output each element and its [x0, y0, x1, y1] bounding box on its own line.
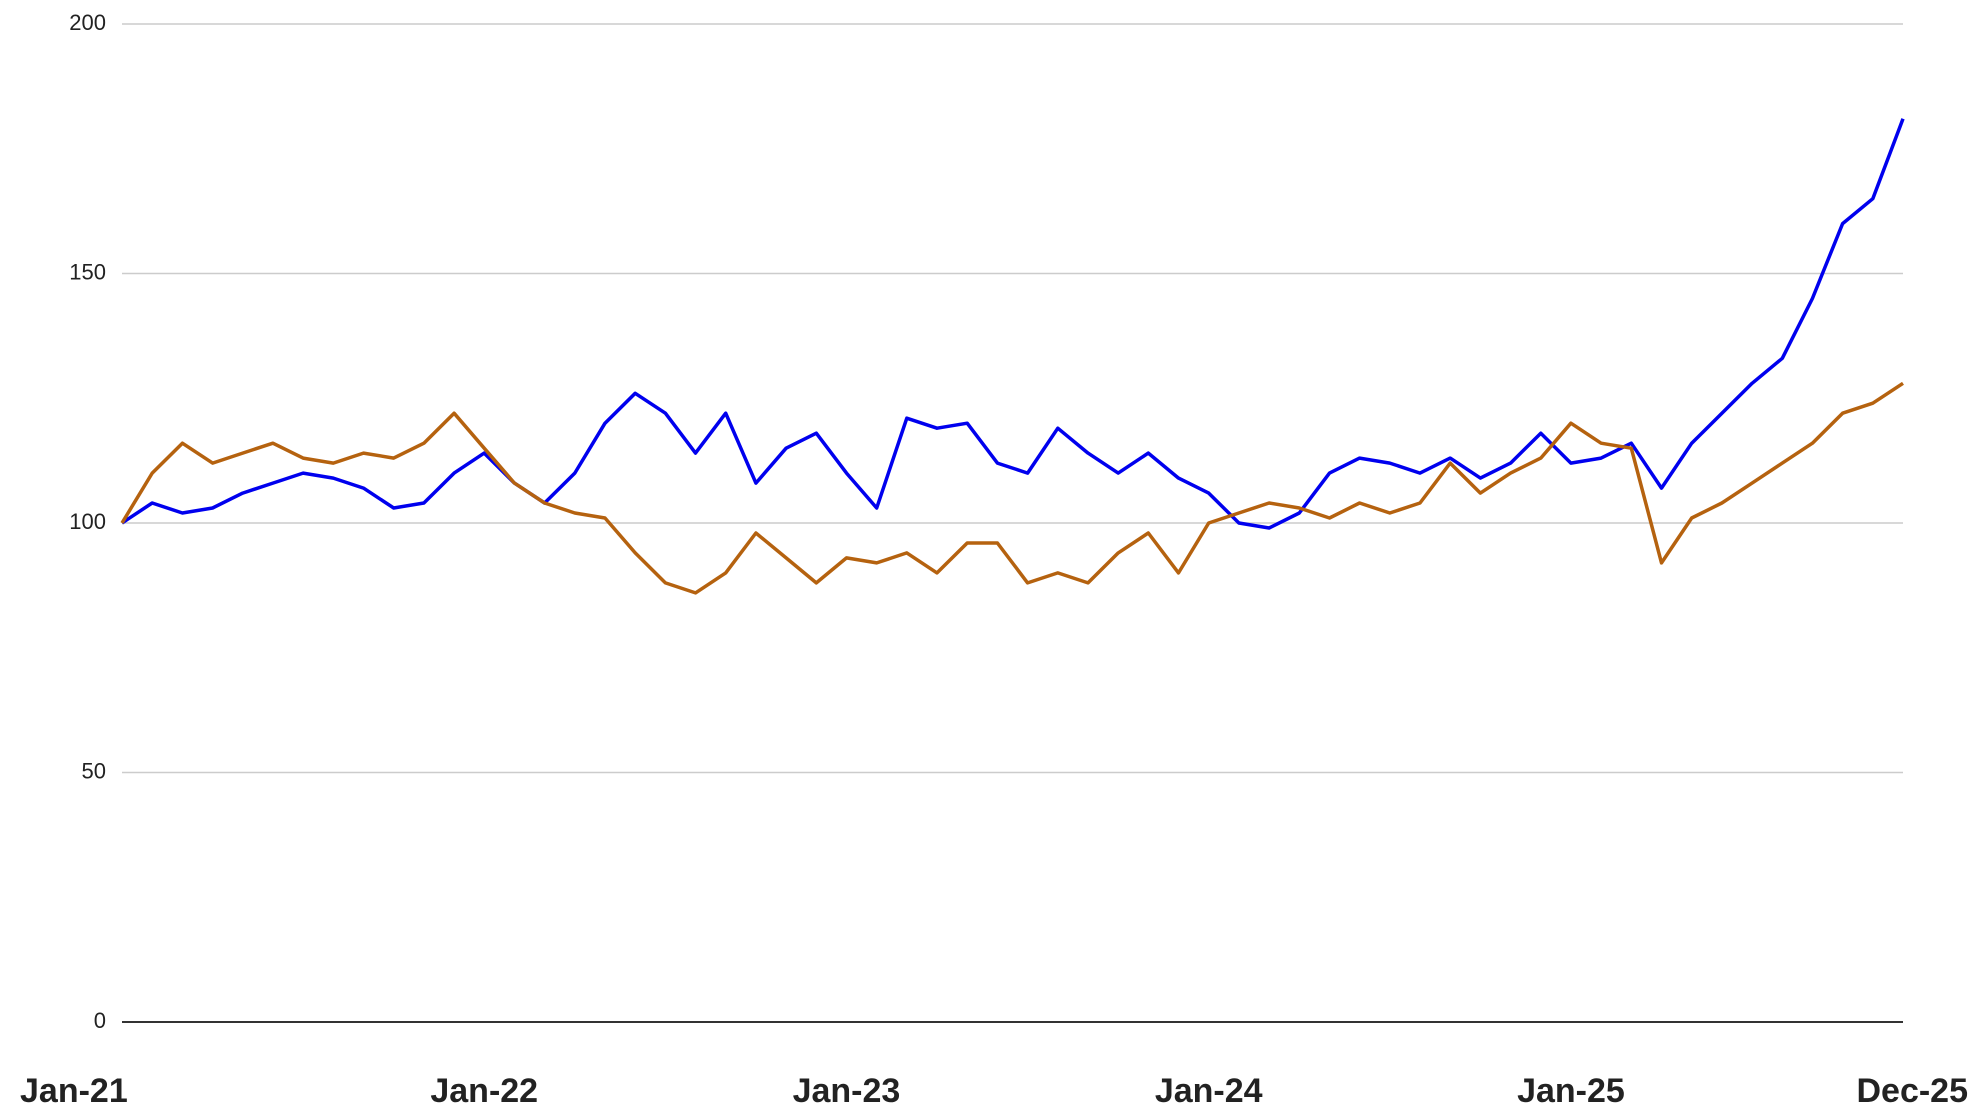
- y-tick-label: 150: [69, 259, 106, 284]
- x-tick-label: Jan-21: [20, 1072, 128, 1110]
- series-line: [121, 118, 1905, 530]
- y-tick-label: 50: [82, 758, 106, 783]
- y-tick-label: 0: [94, 1008, 106, 1033]
- x-tick-label: Dec-25: [1856, 1072, 1968, 1110]
- x-tick-label: Jan-22: [430, 1072, 538, 1110]
- y-tick-label: 200: [69, 10, 106, 35]
- y-tick-label: 100: [69, 509, 106, 534]
- x-tick-label: Jan-25: [1517, 1072, 1625, 1110]
- x-tick-label: Jan-23: [793, 1072, 901, 1110]
- series-line: [120, 381, 1904, 595]
- x-tick-label: Jan-24: [1155, 1072, 1263, 1110]
